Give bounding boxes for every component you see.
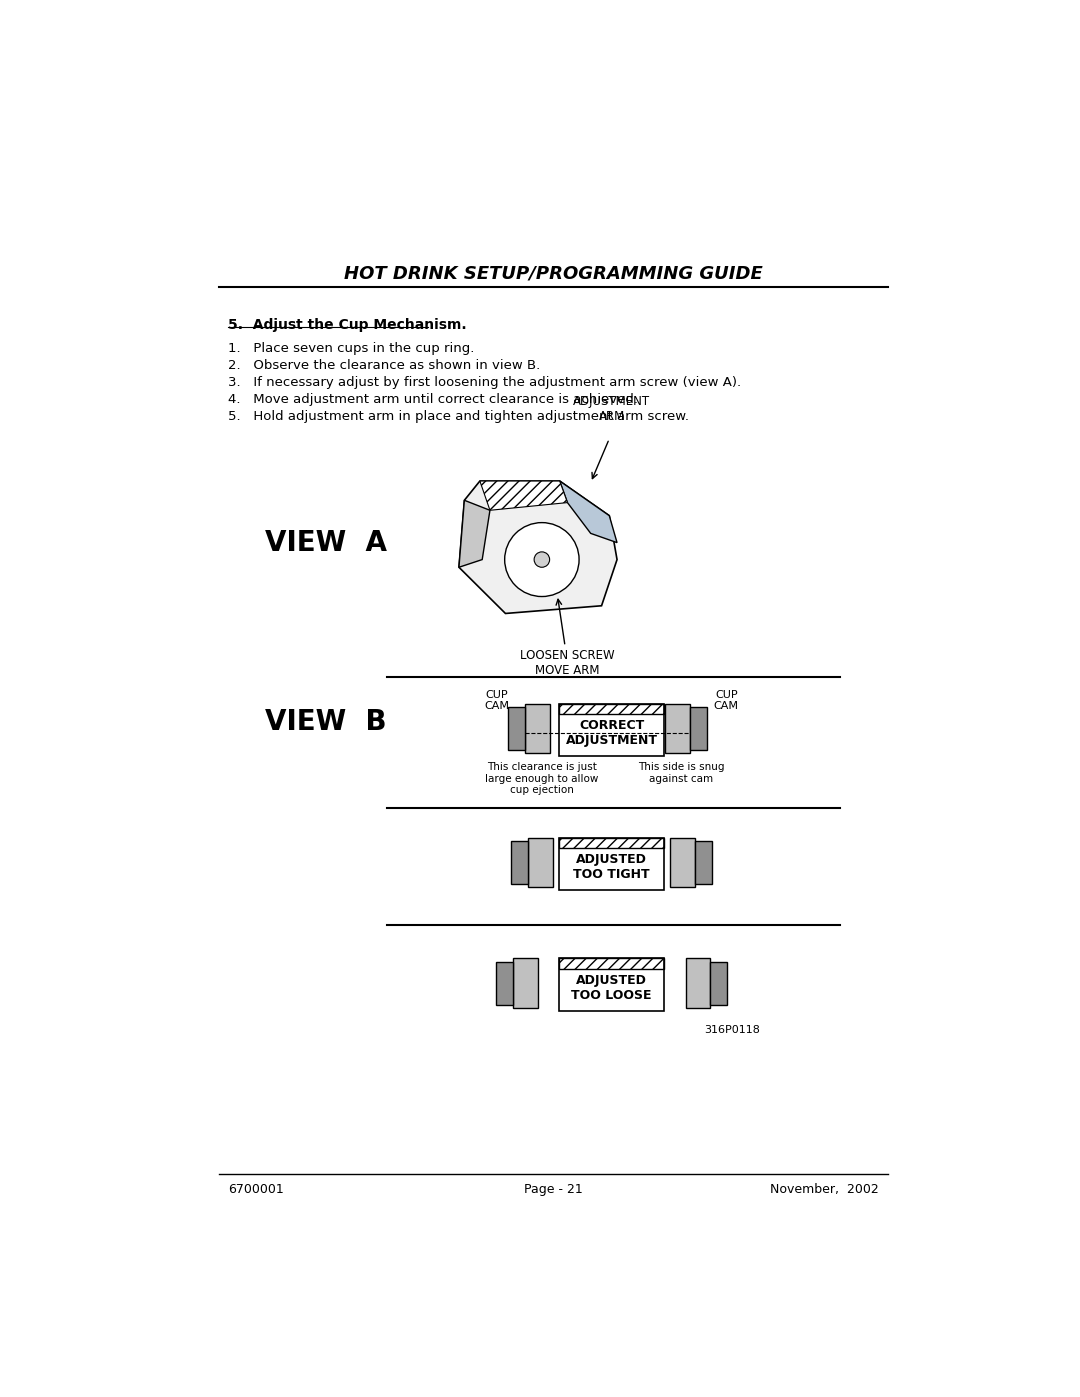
Bar [711, 961, 728, 1004]
Bar [525, 704, 550, 753]
Bar [686, 958, 711, 1007]
Circle shape [535, 552, 550, 567]
Bar [509, 707, 525, 750]
Text: CORRECT
ADJUSTMENT: CORRECT ADJUSTMENT [566, 719, 658, 747]
Text: This side is snug
against cam: This side is snug against cam [638, 763, 725, 784]
Bar [511, 841, 528, 884]
Bar [690, 707, 707, 750]
Text: 6700001: 6700001 [228, 1183, 284, 1196]
Polygon shape [459, 500, 490, 567]
Text: CUP
CAM: CUP CAM [485, 690, 510, 711]
Text: 4.   Move adjustment arm until correct clearance is achieved.: 4. Move adjustment arm until correct cle… [228, 393, 638, 407]
Bar [559, 958, 664, 970]
Bar [665, 704, 690, 753]
Text: VIEW  A: VIEW A [266, 528, 388, 556]
Text: 316P0118: 316P0118 [704, 1024, 759, 1035]
Text: 5.  Adjust the Cup Mechanism.: 5. Adjust the Cup Mechanism. [228, 317, 467, 332]
Bar [694, 841, 712, 884]
Text: ADJUSTMENT
ARM: ADJUSTMENT ARM [573, 395, 650, 423]
Bar [670, 838, 694, 887]
Bar [559, 838, 664, 890]
Bar [528, 838, 553, 887]
Text: Page - 21: Page - 21 [524, 1183, 583, 1196]
Polygon shape [559, 481, 617, 542]
Text: November,  2002: November, 2002 [770, 1183, 879, 1196]
Text: 2.   Observe the clearance as shown in view B.: 2. Observe the clearance as shown in vie… [228, 359, 540, 373]
Bar [513, 958, 538, 1007]
Text: 5.   Hold adjustment arm in place and tighten adjustment arm screw.: 5. Hold adjustment arm in place and tigh… [228, 411, 689, 423]
Bar [496, 961, 513, 1004]
Circle shape [504, 522, 579, 597]
Text: HOT DRINK SETUP/PROGRAMMING GUIDE: HOT DRINK SETUP/PROGRAMMING GUIDE [345, 264, 762, 282]
Text: 3.   If necessary adjust by first loosening the adjustment arm screw (view A).: 3. If necessary adjust by first loosenin… [228, 376, 741, 390]
Text: VIEW  B: VIEW B [266, 708, 387, 736]
Bar [559, 838, 664, 848]
Polygon shape [480, 481, 567, 510]
Text: CUP
CAM: CUP CAM [714, 690, 739, 711]
Bar [559, 704, 664, 714]
Polygon shape [459, 481, 617, 613]
Text: ADJUSTED
TOO LOOSE: ADJUSTED TOO LOOSE [571, 974, 652, 1002]
Text: ADJUSTED
TOO TIGHT: ADJUSTED TOO TIGHT [573, 852, 650, 882]
Text: This clearance is just
large enough to allow
cup ejection: This clearance is just large enough to a… [485, 763, 598, 795]
Bar [559, 958, 664, 1011]
Text: 1.   Place seven cups in the cup ring.: 1. Place seven cups in the cup ring. [228, 342, 474, 355]
Text: LOOSEN SCREW
MOVE ARM: LOOSEN SCREW MOVE ARM [521, 650, 615, 678]
Bar [559, 704, 664, 756]
